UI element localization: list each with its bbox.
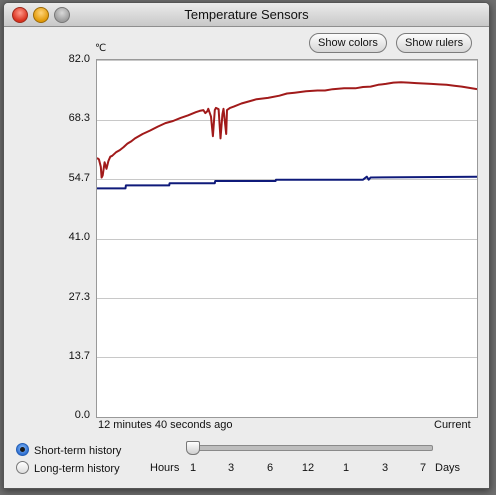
temperature-plot-area [96, 59, 478, 418]
y-tick-label: 13.7 [68, 350, 90, 362]
y-tick-label: 54.7 [68, 172, 90, 184]
short-term-history-option[interactable]: Short-term history [16, 443, 121, 457]
long-term-history-option[interactable]: Long-term history [16, 461, 120, 475]
slider-tick-label: 1 [342, 462, 350, 474]
sensor-series-line-blue [97, 175, 478, 190]
zoom-window-button[interactable] [54, 7, 70, 23]
temperature-sensors-window: Temperature Sensors Show colors Show rul… [3, 2, 490, 489]
y-tick-label: 0.0 [74, 409, 90, 421]
y-tick-label: 27.3 [68, 291, 90, 303]
close-window-button[interactable] [12, 7, 28, 23]
short-term-label: Short-term history [34, 445, 122, 457]
window-title: Temperature Sensors [184, 7, 309, 22]
days-label: Days [435, 462, 461, 474]
slider-tick-label: 3 [381, 462, 389, 474]
show-rulers-button[interactable]: Show rulers [396, 33, 473, 53]
temperature-chart [96, 60, 478, 418]
minimize-window-button[interactable] [33, 7, 49, 23]
slider-tick-label: 1 [189, 462, 197, 474]
y-tick-label: 68.3 [68, 112, 90, 124]
temperature-unit-label: ℃ [95, 43, 107, 54]
hours-label: Hours [150, 462, 180, 474]
x-axis-start-label: 12 minutes 40 seconds ago [98, 419, 233, 431]
show-colors-button[interactable]: Show colors [309, 33, 387, 53]
y-tick-label: 82.0 [68, 53, 90, 65]
history-range-slider-track[interactable] [191, 445, 433, 451]
sensor-series-line-red [96, 81, 478, 179]
long-term-label: Long-term history [34, 463, 120, 475]
slider-tick-label: 12 [301, 462, 315, 474]
y-tick-label: 41.0 [68, 231, 90, 243]
title-bar: Temperature Sensors [4, 3, 489, 27]
short-term-radio[interactable] [16, 443, 29, 456]
slider-tick-label: 3 [227, 462, 235, 474]
slider-tick-label: 7 [419, 462, 427, 474]
slider-tick-label: 6 [266, 462, 274, 474]
long-term-radio[interactable] [16, 461, 29, 474]
x-axis-end-label: Current [434, 419, 471, 431]
history-range-slider-thumb[interactable] [186, 441, 200, 455]
